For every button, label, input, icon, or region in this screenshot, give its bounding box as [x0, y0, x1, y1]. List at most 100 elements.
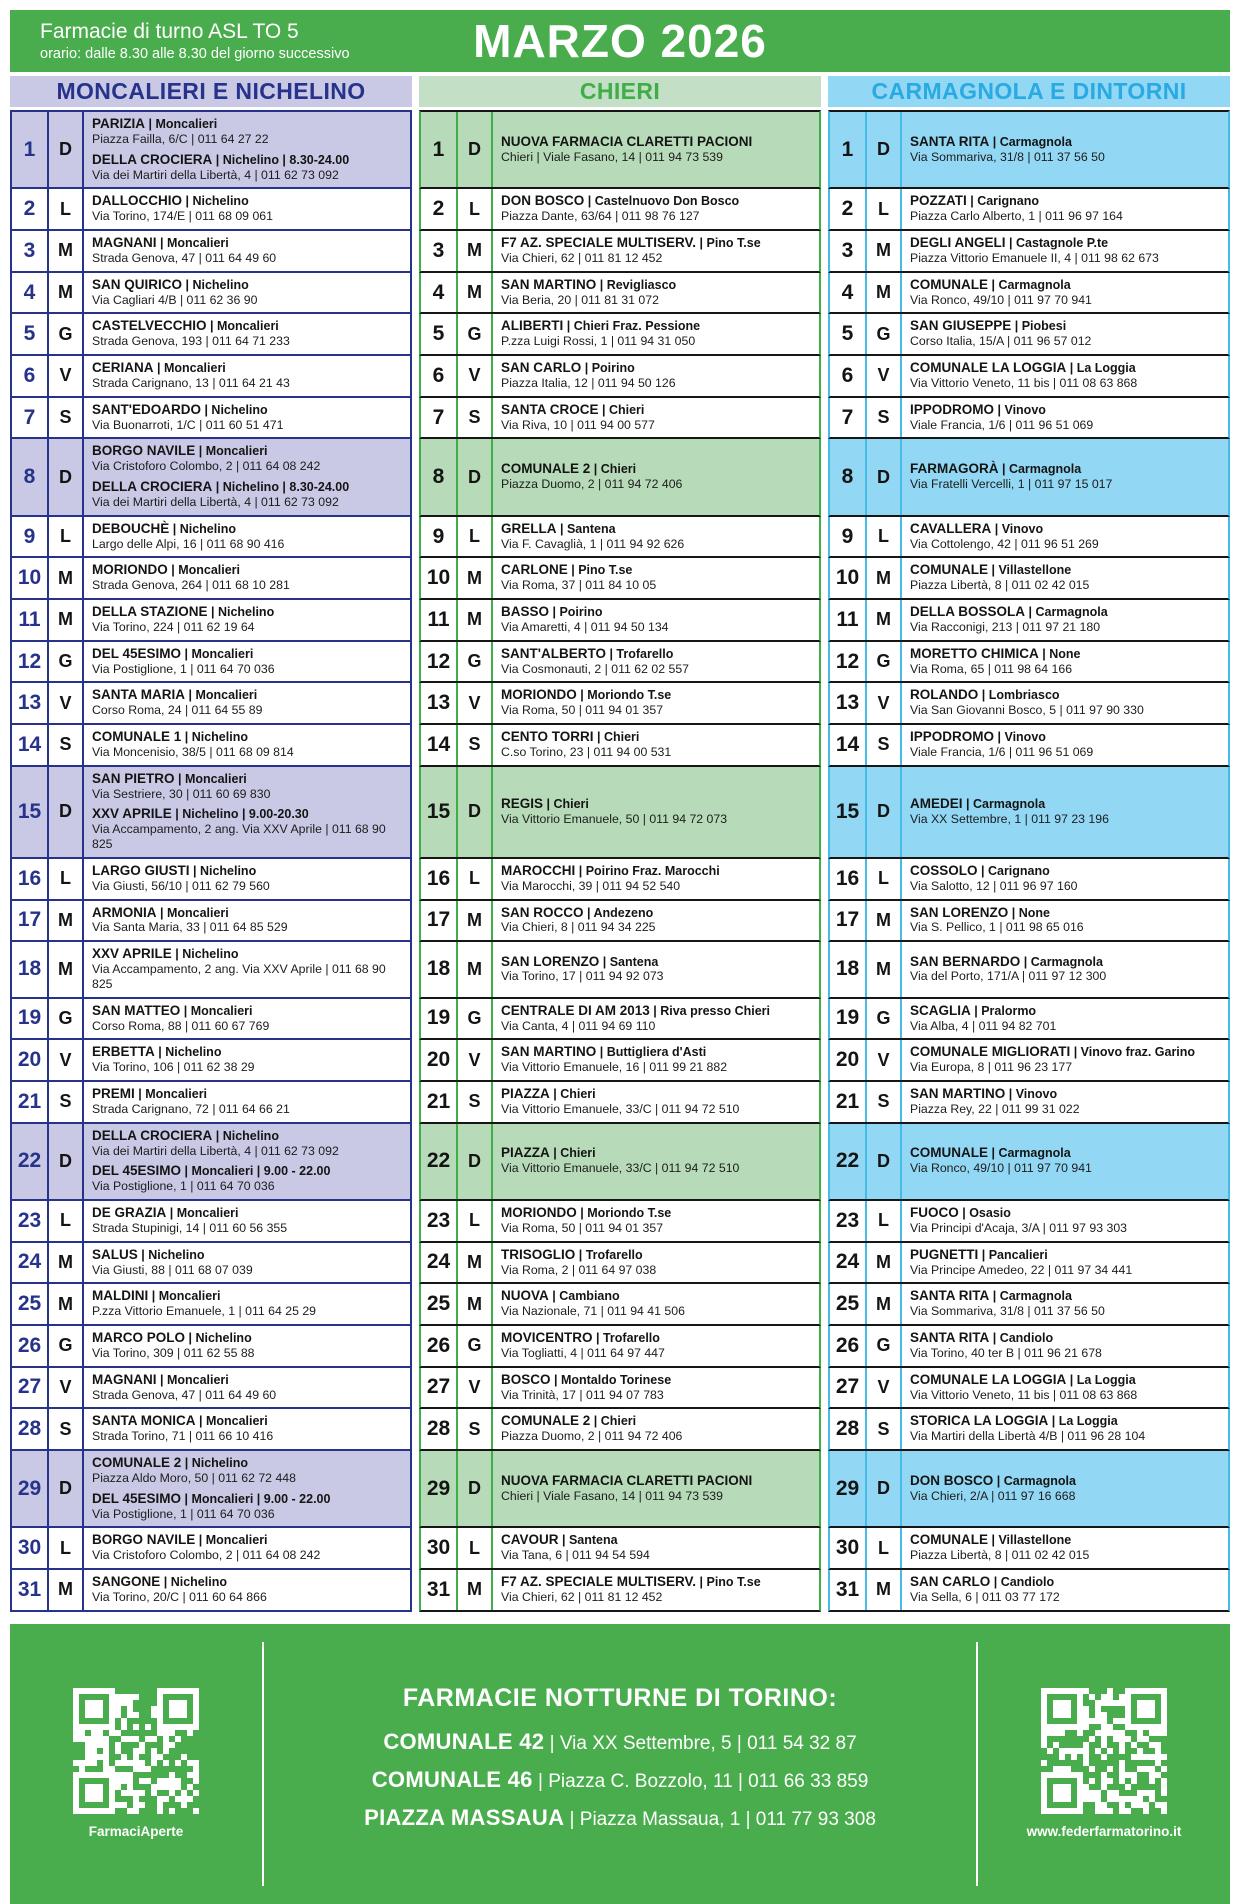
pharmacy-name: ALIBERTI [501, 318, 564, 334]
pharmacy-place: | Vinovo [994, 402, 1046, 417]
pharmacy-info: COMUNALE 2 | Chieri Piazza Duomo, 2 | 011… [493, 1409, 819, 1449]
night-pharmacy-detail: Piazza C. Bozzolo, 11 | 011 66 33 859 [548, 1771, 869, 1793]
pharmacy-address-phone: Via Martiri della Libertà 4/B | 011 96 2… [910, 1429, 1146, 1444]
pharmacy-place: | Candiolo [990, 1575, 1055, 1590]
pharmacy-name-line: CAVOUR | Santena [501, 1532, 811, 1548]
day-26-carmagnola-dintorni: 26 G SANTA RITA | Candiolo Via Torino, 40 t… [828, 1325, 1230, 1368]
day-number: 20 [12, 1040, 49, 1080]
pharmacy-address-phone: Via Accampamento, 2 ang. Via XXV Aprile … [92, 962, 386, 991]
pharmacy-entry: SAN ROCCO | Andezeno Via Chieri, 8 | 011 … [501, 905, 811, 936]
day-letter: S [49, 1409, 84, 1449]
pharmacy-name: REGIS [501, 795, 544, 811]
pharmacy-entry: DON BOSCO | Carmagnola Via Chieri, 2/A | … [910, 1473, 1220, 1504]
pharmacy-address-phone: Via Postiglione, 1 | 011 64 70 036 [92, 1506, 275, 1521]
day-number: 6 [421, 356, 458, 396]
day-number: 17 [421, 900, 458, 941]
pharmacy-place: | Chieri [590, 462, 637, 477]
day-letter: M [49, 1284, 84, 1324]
pharmacy-name-line: PUGNETTI | Pancalieri [910, 1247, 1220, 1263]
day-number: 17 [12, 900, 49, 941]
pharmacy-entry: SAN BERNARDO | Carmagnola Via del Porto, … [910, 954, 1220, 985]
pharmacy-address-phone: Via dei Martiri della Libertà, 4 | 011 6… [92, 494, 339, 509]
pharmacy-name-line: F7 AZ. SPECIALE MULTISERV. | Pino T.se [501, 235, 811, 251]
day-letter: M [49, 942, 84, 997]
day-1-carmagnola-dintorni: 1 D SANTA RITA | Carmagnola Via Sommariva, … [828, 110, 1230, 190]
pharmacy-entry: DELLA BOSSOLA | Carmagnola Via Racconigi,… [910, 604, 1220, 635]
pharmacy-name: COMUNALE 1 [92, 729, 182, 745]
pharmacy-place: | Candiolo [989, 1330, 1054, 1345]
day-number: 27 [830, 1367, 867, 1408]
pharmacy-entry: DEL 45ESIMO | Moncalieri | 9.00 - 22.00 V… [92, 1491, 402, 1522]
pharmacy-entry: MAROCCHI | Poirino Fraz. Marocchi Via Mar… [501, 863, 811, 894]
day-number: 9 [830, 516, 867, 557]
pharmacy-place: | Carmagnola [1025, 605, 1108, 620]
pharmacy-entry: SANT'ALBERTO | Trofarello Via Cosmonauti,… [501, 646, 811, 677]
pharmacy-entry: F7 AZ. SPECIALE MULTISERV. | Pino T.se Vi… [501, 1574, 811, 1605]
pharmacy-info: REGIS | Chieri Via Vittorio Emanuele, 50 … [493, 767, 819, 857]
day-21-carmagnola-dintorni: 21 S SAN MARTINO | Vinovo Piazza Rey, 22 | … [828, 1081, 1230, 1124]
pharmacy-name-line: IPPODROMO | Vinovo [910, 402, 1220, 418]
day-30-chieri: 30 L CAVOUR | Santena Via Tana, 6 | 011 94 … [419, 1528, 821, 1571]
pharmacy-entry: CAVOUR | Santena Via Tana, 6 | 011 94 54 … [501, 1532, 811, 1563]
header-subtitle-line1: Farmacie di turno ASL TO 5 [40, 19, 299, 43]
pharmacy-name-line: DEL 45ESIMO | Moncalieri [92, 646, 402, 662]
pharmacy-address-phone: Strada Carignano, 72 | 011 64 66 21 [92, 1101, 290, 1116]
pharmacy-name: IPPODROMO [910, 401, 995, 417]
pharmacy-info: SANTA RITA | Carmagnola Via Sommariva, 31… [902, 1284, 1228, 1324]
pharmacy-entry: DELLA CROCIERA | Nichelino | 8.30-24.00 V… [92, 152, 402, 183]
pharmacy-name: DEL 45ESIMO [92, 1490, 182, 1506]
pharmacy-entry: COMUNALE | Villastellone Piazza Libertà, … [910, 562, 1220, 593]
pharmacy-info: DEBOUCHÈ | Nichelino Largo delle Alpi, 16… [84, 517, 410, 557]
day-number: 22 [830, 1123, 867, 1199]
pharmacy-name-line: SAN ROCCO | Andezeno [501, 905, 811, 921]
pharmacy-entry: POZZATI | Carignano Piazza Carlo Alberto,… [910, 193, 1220, 224]
day-letter: G [458, 641, 493, 682]
pharmacy-address-phone: Via Cristoforo Colombo, 2 | 011 64 08 24… [92, 459, 321, 474]
pharmacy-place: | Chieri [549, 1086, 596, 1101]
pharmacy-place: | Moncalieri [153, 361, 226, 376]
pharmacy-place: | Nichelino [200, 402, 268, 417]
day-number: 13 [830, 683, 867, 724]
pharmacy-entry: MORIONDO | Moriondo T.se Via Roma, 50 | 0… [501, 687, 811, 718]
day-number: 21 [830, 1081, 867, 1122]
pharmacy-entry: DE GRAZIA | Moncalieri Strada Stupinigi, … [92, 1205, 402, 1236]
day-letter: D [458, 1451, 493, 1527]
day-8-moncalieri-nichelino: 8 D BORGO NAVILE | Moncalieri Via Cristofor… [10, 439, 412, 517]
day-15-carmagnola-dintorni: 15 D AMEDEI | Carmagnola Via XX Settembre, … [828, 766, 1230, 859]
day-31-carmagnola-dintorni: 31 M SAN CARLO | Candiolo Via Sella, 6 | 01… [828, 1570, 1230, 1612]
pharmacy-info: SANTA RITA | Candiolo Via Torino, 40 ter … [902, 1326, 1228, 1366]
pharmacy-name: TRISOGLIO [501, 1246, 576, 1262]
pharmacy-address-phone: Via Cagliari 4/B | 011 62 36 90 [92, 292, 258, 307]
pharmacy-name-line: MARCO POLO | Nichelino [92, 1330, 402, 1346]
header-bar: Farmacie di turno ASL TO 5 orario: dalle… [10, 10, 1230, 72]
day-number: 24 [12, 1242, 49, 1283]
day-letter: L [867, 1200, 902, 1241]
day-9-moncalieri-nichelino: 9 L DEBOUCHÈ | Nichelino Largo delle Alpi, … [10, 516, 412, 559]
day-number: 15 [12, 766, 49, 857]
pharmacy-name: SAN ROCCO [501, 904, 584, 920]
day-number: 31 [421, 1570, 458, 1610]
pharmacy-info: STORICA LA LOGGIA | La Loggia Via Martiri… [902, 1409, 1228, 1449]
pharmacy-place: | Moncalieri [195, 1414, 268, 1429]
night-pharmacy-name: PIAZZA MASSAUA [364, 1805, 565, 1831]
pharmacy-address-phone: Via XX Settembre, 1 | 011 97 23 196 [910, 811, 1109, 826]
pharmacy-address-phone: Via Sommariva, 31/8 | 011 37 56 50 [910, 149, 1105, 164]
day-number: 26 [830, 1325, 867, 1366]
pharmacy-place: | Chieri Fraz. Pessione [563, 319, 701, 334]
day-17-carmagnola-dintorni: 17 M SAN LORENZO | None Via S. Pellico, 1 |… [828, 900, 1230, 943]
pharmacy-place: | Moncalieri [206, 319, 279, 334]
pharmacy-name-line: COMUNALE LA LOGGIA | La Loggia [910, 1372, 1220, 1388]
day-number: 12 [12, 641, 49, 682]
day-number: 24 [830, 1242, 867, 1283]
pharmacy-entry: ARMONIA | Moncalieri Via Santa Maria, 33 … [92, 905, 402, 936]
pharmacy-info: SAN GIUSEPPE | Piobesi Corso Italia, 15/A… [902, 314, 1228, 354]
pharmacy-info: BASSO | Poirino Via Amaretti, 4 | 011 94 … [493, 600, 819, 640]
pharmacy-address-phone: Piazza Dante, 63/64 | 011 98 76 127 [501, 209, 700, 224]
day-30-carmagnola-dintorni: 30 L COMUNALE | Villastellone Piazza Libert… [828, 1528, 1230, 1571]
day-number: 26 [421, 1325, 458, 1366]
pharmacy-address-phone: Via Vittorio Veneto, 11 bis | 011 08 63 … [910, 1387, 1138, 1402]
pharmacy-name-line: MORIONDO | Moriondo T.se [501, 1205, 811, 1221]
pharmacy-address-phone: Via Moncenisio, 38/5 | 011 68 09 814 [92, 745, 294, 759]
pharmacy-name: BORGO NAVILE [92, 443, 196, 459]
day-number: 2 [12, 189, 49, 230]
